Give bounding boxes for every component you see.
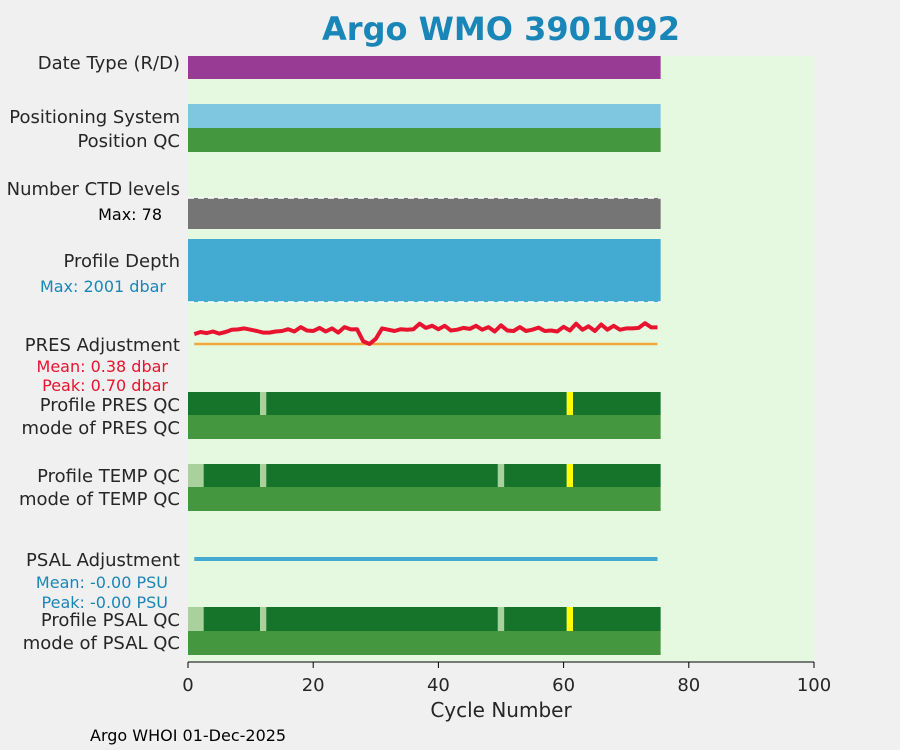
profile-temp-qc-segment-7: [572, 464, 661, 487]
profile-temp-qc-segment-6: [566, 464, 573, 487]
row-label-profile-pres-qc: Profile PRES QC: [40, 395, 180, 416]
mode-pres-qc-bar: [188, 415, 661, 439]
profile-psal-qc-segment-5: [504, 607, 567, 631]
profile-pres-qc-segment-4: [572, 392, 661, 415]
profile-temp-qc-segment-3: [266, 464, 498, 487]
profile-pres-qc-segment-0: [188, 392, 260, 415]
row-label-profile-psal-qc: Profile PSAL QC: [41, 610, 180, 631]
x-tick-label-2: 40: [427, 675, 450, 696]
profile-psal-qc-segment-6: [566, 607, 573, 631]
row-label-date-type: Date Type (R/D): [38, 53, 180, 74]
profile-psal-qc-segment-0: [188, 607, 204, 631]
annotation-depth-max: Max: 2001 dbar: [40, 277, 166, 296]
pres-adjustment-series: [193, 321, 658, 346]
profile-pres-qc-segment-1: [259, 392, 267, 415]
profile-psal-qc-segment-4: [497, 607, 505, 631]
row-label-mode-temp-qc: mode of TEMP QC: [19, 489, 180, 510]
row-label-position-qc: Position QC: [77, 131, 180, 152]
footer-text: Argo WHOI 01-Dec-2025: [90, 726, 287, 745]
profile-psal-qc-segment-2: [259, 607, 267, 631]
position-qc-bar: [188, 128, 661, 152]
profile-depth-bar: [188, 239, 661, 302]
positioning-system-bar: [188, 104, 661, 128]
x-tick-label-5: 100: [797, 675, 831, 696]
row-label-profile-depth: Profile Depth: [63, 251, 180, 272]
annotation-psal-peak: Peak: -0.00 PSU: [42, 593, 168, 612]
profile-pres-qc-segment-3: [566, 392, 573, 415]
mode-temp-qc-bar: [188, 487, 661, 511]
profile-psal-qc-segment-7: [572, 607, 661, 631]
ctd-levels-bar: [188, 198, 661, 229]
x-tick-label-0: 0: [182, 675, 193, 696]
row-label-pres-adj: PRES Adjustment: [25, 335, 180, 356]
annotation-psal-mean: Mean: -0.00 PSU: [36, 573, 168, 592]
row-label-mode-pres-qc: mode of PRES QC: [22, 418, 180, 439]
profile-pres-qc-segment-2: [266, 392, 567, 415]
profile-psal-qc-segment-3: [266, 607, 498, 631]
x-tick-label-4: 80: [677, 675, 700, 696]
x-axis-label: Cycle Number: [430, 698, 572, 722]
profile-temp-qc-segment-4: [497, 464, 505, 487]
x-tick-label-1: 20: [302, 675, 325, 696]
chart-title: Argo WMO 3901092: [322, 10, 680, 48]
annotation-pres-peak: Peak: 0.70 dbar: [42, 376, 168, 395]
row-label-ctd-levels: Number CTD levels: [7, 179, 180, 200]
profile-temp-qc-segment-0: [188, 464, 204, 487]
row-label-positioning: Positioning System: [9, 107, 180, 128]
mode-psal-qc-bar: [188, 631, 661, 655]
profile-temp-qc-segment-2: [259, 464, 267, 487]
annotation-ctd-max: Max: 78: [98, 205, 162, 224]
profile-psal-qc-segment-1: [203, 607, 260, 631]
profile-temp-qc-segment-5: [504, 464, 567, 487]
row-label-mode-psal-qc: mode of PSAL QC: [23, 633, 180, 654]
row-label-profile-temp-qc: Profile TEMP QC: [37, 466, 180, 487]
annotation-pres-mean: Mean: 0.38 dbar: [37, 357, 169, 376]
x-tick-label-3: 60: [552, 675, 575, 696]
profile-temp-qc-segment-1: [203, 464, 260, 487]
date-type-bar: [188, 56, 661, 79]
row-label-psal-adj: PSAL Adjustment: [26, 550, 180, 571]
